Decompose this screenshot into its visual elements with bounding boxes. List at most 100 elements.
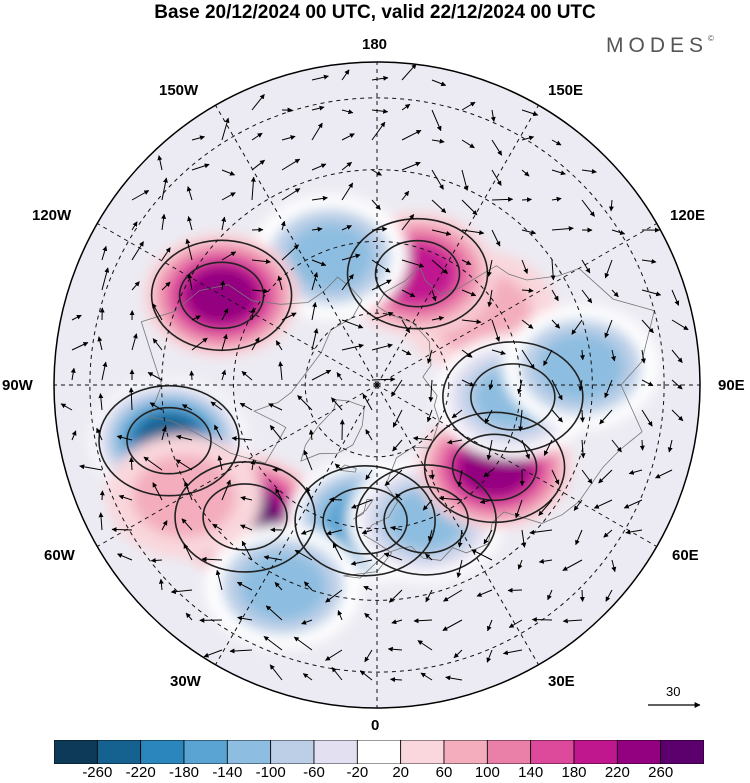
wind-arrow — [311, 226, 323, 232]
coastline — [300, 399, 365, 462]
wind-arrow — [341, 109, 354, 115]
latitude-circle — [161, 169, 593, 601]
wind-arrow — [371, 311, 394, 321]
wind-arrow — [311, 105, 325, 111]
wind-arrow — [176, 434, 193, 441]
wind-arrow — [641, 258, 657, 264]
wind-arrow — [604, 379, 613, 399]
wind-arrow — [422, 499, 433, 511]
wind-arrow — [383, 552, 403, 561]
wind-arrow — [491, 139, 503, 156]
wind-arrow — [311, 302, 317, 321]
wind-arrow — [325, 649, 343, 661]
wind-arrow — [490, 109, 496, 122]
wind-arrow — [543, 349, 553, 366]
wind-arrow — [608, 199, 614, 212]
colorbar-tick-label: 260 — [648, 764, 674, 781]
wind-arrow — [417, 640, 433, 651]
wind-arrow — [392, 409, 403, 428]
wind-arrow — [387, 646, 403, 652]
wind-arrow — [341, 253, 361, 261]
wind-arrow — [391, 619, 403, 625]
wind-arrow — [538, 558, 553, 564]
wind-arrow — [184, 481, 193, 501]
wind-arrow — [401, 103, 411, 111]
wind-arrow — [529, 529, 553, 535]
wind-arrow — [79, 464, 103, 471]
wind-arrow — [269, 664, 283, 681]
wind-arrow — [431, 109, 442, 132]
lon-label-120w: 120W — [32, 207, 72, 224]
height-contour — [126, 406, 212, 475]
wind-arrow — [431, 229, 452, 236]
wind-arrow — [161, 247, 171, 261]
colorbar-swatch — [616, 740, 662, 764]
wind-arrow — [427, 529, 433, 542]
wind-arrow — [157, 155, 163, 171]
wind-arrow — [269, 425, 283, 441]
wind-arrow — [250, 307, 256, 321]
wind-arrow — [521, 169, 530, 177]
wind-arrow — [326, 529, 343, 536]
wind-arrow — [101, 245, 108, 261]
positive-anomaly — [132, 455, 237, 538]
wind-arrow — [425, 553, 433, 561]
wind-arrow — [605, 589, 613, 602]
wind-arrow — [341, 69, 350, 81]
wind-arrow — [551, 226, 574, 232]
height-contour — [442, 341, 584, 453]
wind-arrow — [281, 158, 301, 171]
colorbar-swatch — [356, 740, 402, 764]
wind-arrow — [117, 553, 133, 561]
wind-arrow — [325, 589, 343, 603]
wind-arrow — [640, 349, 646, 364]
wind-arrow — [161, 213, 167, 231]
wind-arrow — [442, 619, 463, 631]
wind-arrow — [251, 132, 263, 141]
wind-arrow — [60, 403, 73, 411]
colorbar-tick-label: -180 — [168, 764, 200, 781]
wind-arrow — [391, 379, 403, 397]
copyright-mark: © — [708, 34, 714, 43]
wind-arrow — [579, 589, 585, 602]
height-contour — [470, 363, 556, 431]
wind-arrow — [341, 319, 364, 329]
wind-arrow — [581, 199, 595, 217]
wind-arrow — [332, 542, 343, 561]
wind-arrow — [334, 463, 343, 471]
wind-arrow — [161, 426, 167, 441]
wind-arrow — [428, 379, 434, 403]
wind-arrow — [488, 379, 494, 391]
wind-arrow — [641, 379, 654, 387]
wind-arrow — [341, 343, 364, 351]
wind-arrow — [429, 469, 435, 480]
wind-arrow — [212, 523, 223, 531]
colorbar-tick-label: 180 — [561, 764, 587, 781]
wind-arrow — [562, 618, 583, 624]
wind-arrow — [641, 289, 662, 297]
wind-arrow — [98, 393, 104, 411]
wind-arrow — [671, 319, 689, 331]
colorbar-tick-label: -20 — [346, 764, 369, 781]
wind-arrow — [456, 559, 463, 578]
meridian-line — [376, 384, 657, 547]
wind-arrow — [547, 589, 553, 601]
wind-arrow — [395, 493, 403, 501]
wind-arrow — [217, 455, 223, 471]
wind-arrow — [311, 163, 327, 171]
lon-label-90e: 90E — [718, 377, 745, 394]
wind-arrow — [388, 589, 403, 603]
wind-arrow — [599, 409, 613, 425]
wind-arrow — [250, 176, 256, 201]
colorbar-swatch — [486, 740, 532, 764]
wind-arrow — [210, 401, 223, 411]
latitude-circle — [304, 312, 450, 458]
wind-arrow — [517, 379, 523, 395]
wind-arrow — [426, 409, 433, 423]
wind-arrow — [538, 499, 553, 516]
wind-arrow — [401, 289, 416, 298]
wind-arrow — [365, 469, 373, 481]
wind-arrow — [611, 229, 626, 235]
wind-arrow — [128, 387, 134, 411]
wind-arrow — [251, 159, 265, 171]
